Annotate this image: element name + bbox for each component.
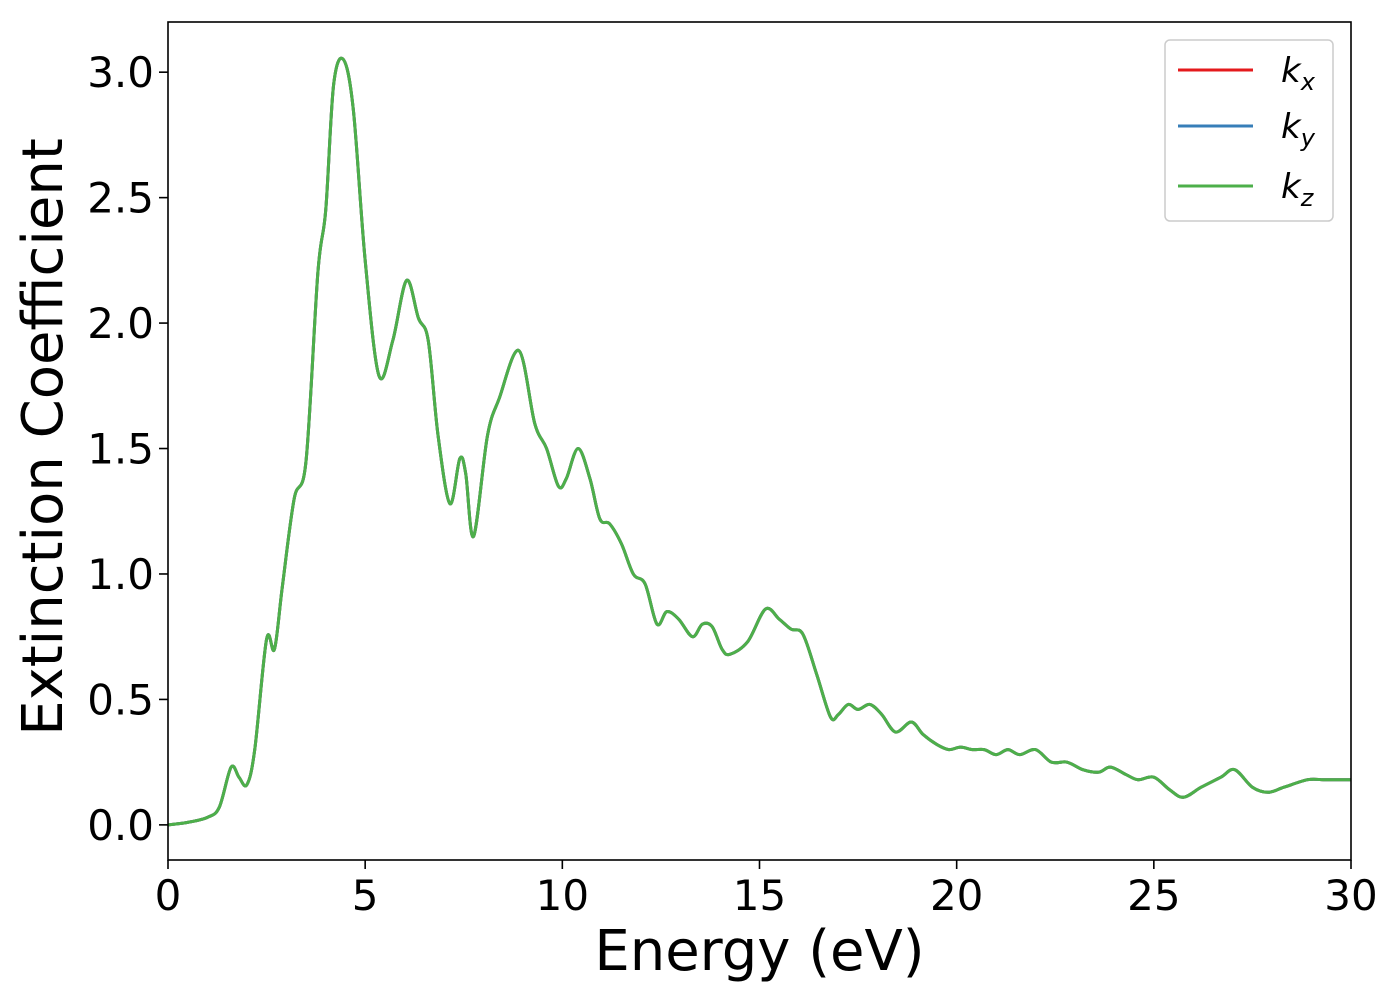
y-tick-label: 1.0 bbox=[87, 550, 154, 599]
x-axis-label: Energy (eV) bbox=[594, 919, 924, 984]
legend-label-kz: kz bbox=[1281, 167, 1315, 212]
x-tick-label: 25 bbox=[1127, 871, 1180, 920]
x-tick-label: 5 bbox=[352, 871, 379, 920]
series-layer bbox=[168, 56, 1351, 827]
legend: kx ky kz bbox=[1164, 39, 1334, 222]
y-axis-label: Extinction Coefficient bbox=[11, 138, 76, 736]
legend-box bbox=[1164, 39, 1334, 222]
x-tick-label: 20 bbox=[930, 871, 983, 920]
x-axis-ticks: 0 5 10 15 20 25 30 bbox=[155, 860, 1378, 920]
y-tick-label: 3.0 bbox=[87, 48, 154, 97]
x-tick-label: 15 bbox=[733, 871, 786, 920]
y-tick-label: 0.5 bbox=[87, 675, 154, 724]
legend-label-ky: ky bbox=[1281, 107, 1316, 152]
y-axis-ticks: 0.0 0.5 1.0 1.5 2.0 2.5 3.0 bbox=[87, 48, 168, 850]
y-tick-label: 0.0 bbox=[87, 801, 154, 850]
y-tick-label: 2.0 bbox=[87, 299, 154, 348]
x-tick-label: 0 bbox=[155, 871, 182, 920]
y-tick-label: 2.5 bbox=[87, 174, 154, 223]
x-tick-label: 10 bbox=[536, 871, 589, 920]
series-line-kz bbox=[168, 56, 1351, 827]
x-tick-label: 30 bbox=[1324, 871, 1377, 920]
legend-label-kx: kx bbox=[1281, 51, 1316, 96]
y-tick-label: 1.5 bbox=[87, 425, 154, 474]
